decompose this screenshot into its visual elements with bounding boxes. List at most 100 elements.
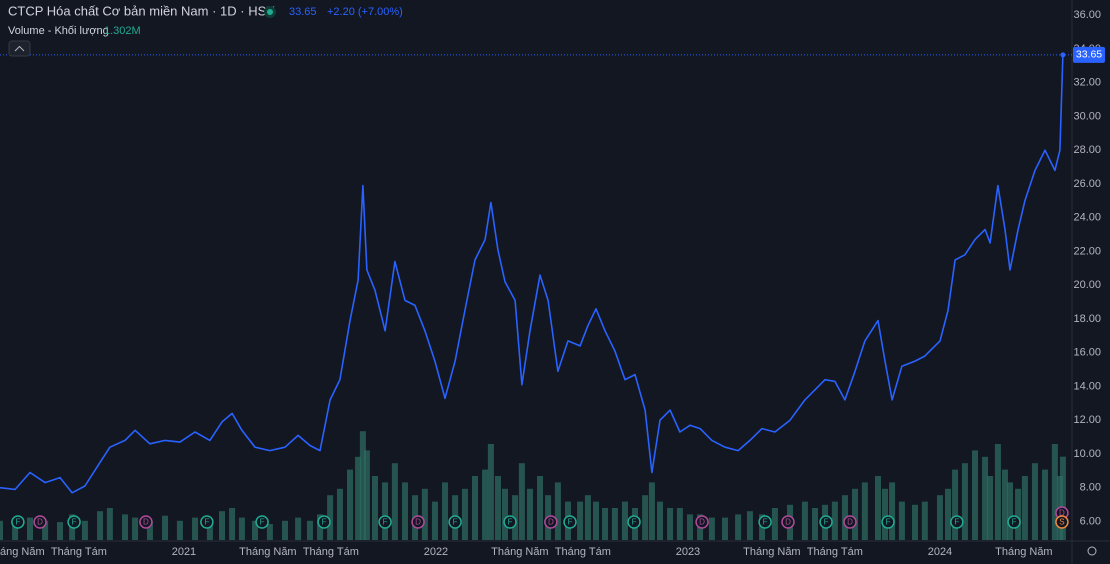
volume-bar [431,501,438,540]
volume-bar [295,517,302,540]
event-label: D [415,518,421,527]
event-marker [67,515,81,529]
volume-bar [306,520,313,540]
event-marker [1007,515,1021,529]
volume-bar [721,517,728,540]
event-label: F [260,518,265,527]
volume-bar [382,482,389,540]
x-tick-label: 2024 [928,546,952,558]
event-label: D [1059,509,1065,518]
x-tick-label: 2021 [172,546,196,558]
last-point [1060,52,1066,58]
settings-icon[interactable] [1087,546,1097,556]
volume-bar [602,508,609,540]
volume-bar [347,469,354,540]
y-tick-label: 36.00 [1073,9,1101,21]
event-label: F [204,518,209,527]
volume-bar [282,520,289,540]
volume-bar [912,504,919,540]
x-tick-label: Tháng Tám [51,546,107,558]
volume-bar [852,488,859,540]
volume-bar [831,501,838,540]
event-marker [627,515,641,529]
volume-bar [238,517,245,540]
event-marker [317,515,331,529]
volume-bar [898,501,905,540]
volume-bar [611,508,618,540]
volume-bar [1051,444,1058,540]
volume-bar [502,488,509,540]
volume-bar [584,495,591,540]
volume-bar [252,520,259,540]
event-marker [544,515,558,529]
x-tick-label: 2022 [424,546,448,558]
volume-bar [1021,476,1028,540]
event-label: F [72,518,77,527]
collapse-icon [14,45,25,52]
event-label: F [508,518,513,527]
volume-bar [987,476,994,540]
volume-bar [1059,456,1066,540]
last-price-box [1073,46,1105,63]
event-marker [378,515,392,529]
volume-bar [577,501,584,540]
volume-bar [861,482,868,540]
volume-bar [982,456,989,540]
collapse-button[interactable] [8,40,31,57]
event-marker [819,515,833,529]
volume-bar [642,495,649,540]
volume-bar [363,450,370,540]
volume-bar [355,456,362,540]
event-label: D [847,518,853,527]
volume-bar [874,476,881,540]
volume-bar [945,488,952,540]
event-label: F [886,518,891,527]
y-tick-label: 10.00 [1073,448,1101,460]
volume-legend: Volume - Khối lượng [8,25,109,37]
volume-bar [656,501,663,540]
volume-bar [81,520,88,540]
last-price-label: 33.65 [1076,49,1102,61]
volume-bar [327,495,334,540]
volume-bar [359,431,366,540]
event-marker [448,515,462,529]
y-tick-label: 12.00 [1073,414,1101,426]
volume-bar [889,482,896,540]
volume-bar [936,495,943,540]
y-tick-label: 14.00 [1073,380,1101,392]
event-label: F [763,518,768,527]
volume-bar [42,520,49,540]
x-tick-label: Tháng Năm [491,546,548,558]
volume-bar [801,501,808,540]
y-tick-label: 8.00 [1080,482,1101,494]
event-marker [563,515,577,529]
volume-bar [735,514,742,540]
volume-bar [621,501,628,540]
volume-bar [1007,482,1014,540]
event-marker [11,515,25,529]
x-tick-label: 2023 [676,546,700,558]
event-marker [843,515,857,529]
volume-bar [708,517,715,540]
event-label: F [824,518,829,527]
volume-bar [1001,469,1008,540]
volume-bar [162,515,169,540]
volume-bar [537,476,544,540]
volume-bar [526,488,533,540]
volume-bar [667,508,674,540]
event-marker [503,515,517,529]
volume-bar [421,488,428,540]
volume-bar [206,520,213,540]
chart-title: CTCP Hóa chất Cơ bản miền Nam · 1D · HSX [8,3,275,18]
volume-bar [971,450,978,540]
volume-bar [771,508,778,540]
volume-bar [487,444,494,540]
event-marker [139,515,153,529]
volume-bar [952,469,959,540]
y-tick-label: 26.00 [1073,178,1101,190]
y-tick-label: 32.00 [1073,77,1101,89]
event-marker [950,515,964,529]
event-label: D [785,518,791,527]
